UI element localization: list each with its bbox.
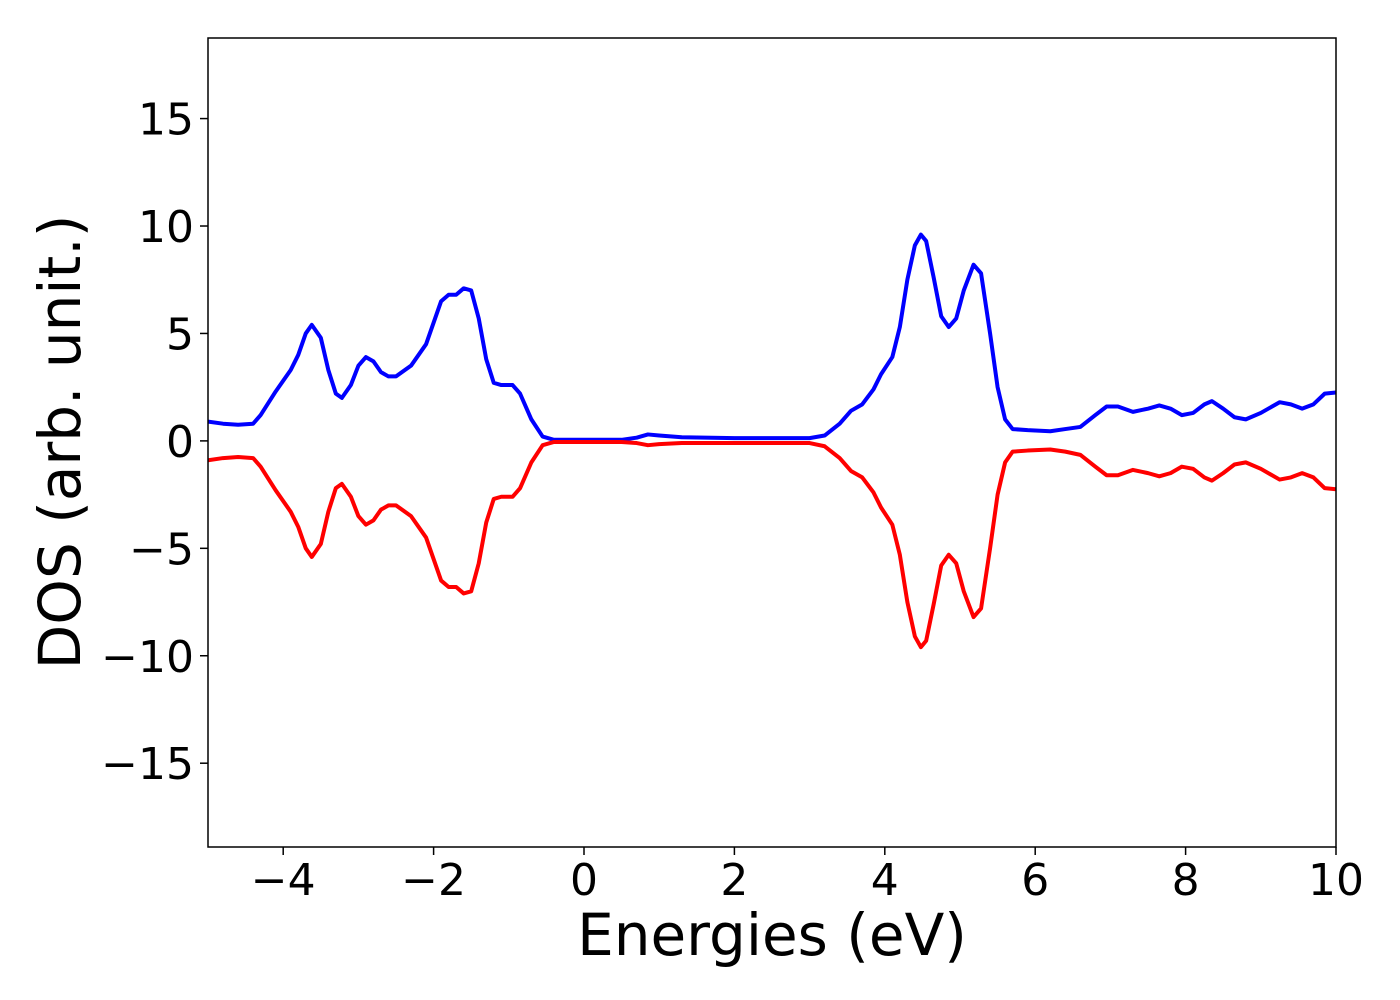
- plot-frame: [207, 37, 1337, 848]
- data-line: [208, 232, 1336, 442]
- y-tick-label: 0: [166, 417, 194, 468]
- data-line: [208, 439, 1336, 650]
- x-tick-label: 0: [570, 855, 598, 906]
- x-tick-label: 10: [1308, 855, 1364, 906]
- y-tick-label: 5: [166, 309, 194, 360]
- y-tick-label: 10: [138, 202, 194, 253]
- x-axis-label: Energies (eV): [577, 901, 967, 969]
- y-tick-label: −15: [101, 739, 194, 790]
- y-tick-label: 15: [138, 95, 194, 146]
- y-axis-label: DOS (arb. unit.): [26, 215, 94, 670]
- x-tick-label: 6: [1021, 855, 1049, 906]
- x-tick-label: −2: [401, 855, 466, 906]
- x-tick-label: 8: [1172, 855, 1200, 906]
- y-tick-label: −5: [129, 524, 194, 575]
- x-tick-label: 4: [871, 855, 899, 906]
- x-tick-label: 2: [720, 855, 748, 906]
- y-tick-label: −10: [101, 632, 194, 683]
- x-tick-label: −4: [251, 855, 316, 906]
